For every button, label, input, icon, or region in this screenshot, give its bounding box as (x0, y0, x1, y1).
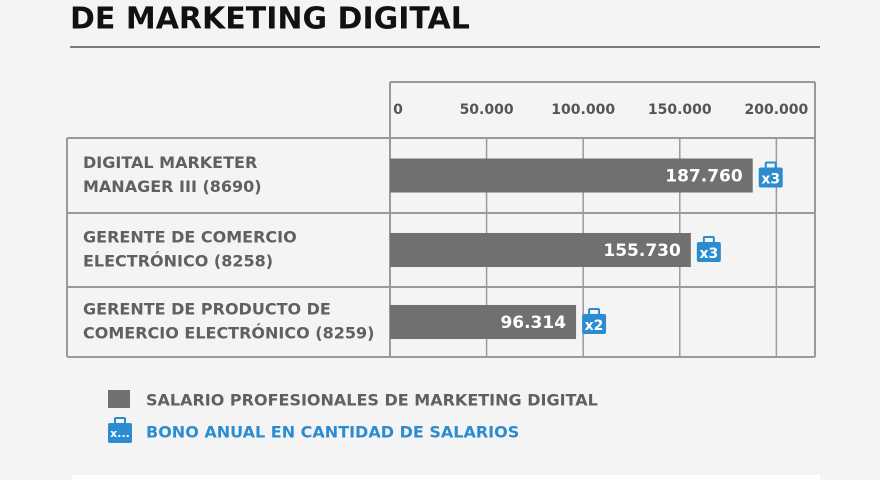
legend-icon-label: x... (110, 427, 130, 440)
bonus-label: x2 (585, 318, 604, 334)
x-tick-label: 150.000 (648, 102, 712, 118)
bar (390, 233, 691, 267)
y-tick-label: GERENTE DE COMERCIO (83, 228, 297, 247)
bonus-icon: x3 (758, 161, 783, 188)
value-label: 155.730 (603, 241, 681, 261)
x-tick-label: 100.000 (551, 102, 615, 118)
value-label: 96.314 (500, 313, 566, 333)
legend-swatch (108, 390, 130, 408)
icon-body (758, 167, 783, 188)
bar (390, 158, 753, 193)
icon-body (582, 314, 607, 334)
bonus-label: x3 (699, 246, 718, 262)
x-tick-label: 50.000 (460, 102, 514, 118)
y-tick-label: MANAGER III (8690) (83, 177, 262, 196)
x-tick-label: 0 (393, 102, 403, 118)
icon-body (108, 423, 132, 443)
legend-label: SALARIO PROFESIONALES DE MARKETING DIGIT… (146, 391, 598, 410)
bonus-icon: x2 (582, 308, 607, 334)
y-tick-label: COMERCIO ELECTRÓNICO (8259) (83, 324, 374, 343)
bonus-icon: x3 (696, 236, 721, 262)
y-tick-label: ELECTRÓNICO (8258) (83, 252, 273, 271)
legend-label: BONO ANUAL EN CANTIDAD DE SALARIOS (146, 423, 519, 442)
bar (390, 305, 577, 339)
chart-title: DE MARKETING DIGITAL (70, 2, 470, 37)
legend-icon: x... (108, 417, 132, 443)
bonus-label: x3 (761, 172, 780, 188)
next-panel (72, 475, 820, 480)
icon-body (696, 242, 721, 262)
value-label: 187.760 (665, 167, 743, 187)
x-tick-label: 200.000 (744, 102, 808, 118)
y-tick-label: GERENTE DE PRODUCTO DE (83, 300, 331, 319)
y-tick-label: DIGITAL MARKETER (83, 153, 257, 172)
